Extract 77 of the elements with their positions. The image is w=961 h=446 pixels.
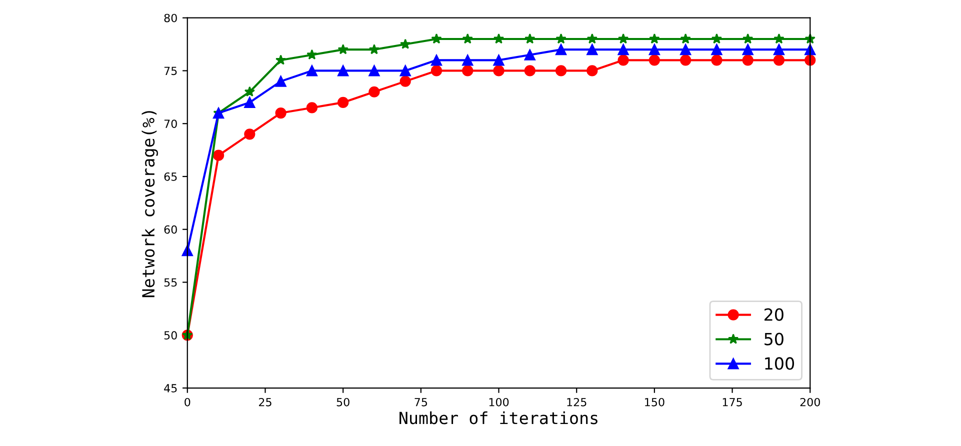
point <box>586 44 598 56</box>
x-tick-label: 200 <box>800 398 820 406</box>
y-tick-label: 75 <box>164 66 177 76</box>
point <box>618 54 629 66</box>
point <box>400 65 411 76</box>
point <box>462 54 474 66</box>
point <box>618 44 629 56</box>
point <box>742 54 754 66</box>
x-tick-label: 175 <box>722 398 742 406</box>
x-tick-label: 25 <box>258 398 272 406</box>
x-axis-title: Number of iterations <box>400 411 598 424</box>
y-tick-label: 80 <box>164 14 177 22</box>
x-tick-label: 75 <box>414 398 428 406</box>
legend-label: 20 <box>764 308 784 321</box>
y-axis-title: Network coverage(%) <box>142 111 158 298</box>
point <box>773 44 785 56</box>
point <box>680 54 692 66</box>
point <box>493 65 504 76</box>
point <box>648 54 660 66</box>
y-tick-label: 65 <box>164 172 177 181</box>
point <box>774 33 784 44</box>
point <box>431 33 442 44</box>
point <box>275 76 286 87</box>
point <box>244 128 256 140</box>
y-tick-label: 60 <box>164 225 177 234</box>
point <box>493 54 504 66</box>
x-tick-label: 0 <box>184 398 190 406</box>
point <box>244 96 256 108</box>
x-tick-label: 50 <box>336 398 350 406</box>
point <box>306 65 318 76</box>
point <box>368 86 380 98</box>
point <box>742 33 754 44</box>
point <box>555 65 567 76</box>
point <box>586 65 598 76</box>
x-tick-label: 125 <box>567 398 586 406</box>
point <box>680 44 692 56</box>
point <box>648 44 660 56</box>
y-tick-label: 50 <box>164 331 177 340</box>
point <box>338 65 349 76</box>
point <box>773 54 785 66</box>
x-tick-label: 100 <box>489 398 509 406</box>
point <box>462 33 473 44</box>
point <box>462 65 474 76</box>
x-tick-label: 150 <box>645 398 664 406</box>
point <box>711 44 722 56</box>
point <box>368 65 380 76</box>
point <box>368 44 380 54</box>
y-tick-label: 55 <box>164 278 177 287</box>
point <box>649 33 660 44</box>
point <box>275 107 286 119</box>
point <box>524 65 536 76</box>
point <box>555 44 567 56</box>
point <box>338 96 349 108</box>
point <box>306 102 318 114</box>
legend-label: 50 <box>764 332 784 346</box>
point <box>400 38 411 49</box>
point <box>586 33 598 44</box>
point <box>711 33 722 44</box>
point <box>524 33 536 44</box>
point <box>742 44 754 56</box>
point <box>400 76 411 87</box>
point <box>338 44 348 54</box>
point <box>711 54 722 66</box>
point <box>680 33 691 44</box>
point <box>524 49 536 60</box>
point <box>618 33 629 44</box>
point <box>244 86 255 97</box>
y-tick-label: 45 <box>164 384 177 392</box>
point <box>275 54 286 65</box>
point <box>306 49 318 60</box>
point <box>493 33 504 44</box>
point <box>212 150 224 161</box>
legend-label: 100 <box>765 357 794 370</box>
point <box>556 33 566 44</box>
point <box>430 65 442 76</box>
y-tick-label: 70 <box>164 120 177 128</box>
point <box>430 54 442 66</box>
